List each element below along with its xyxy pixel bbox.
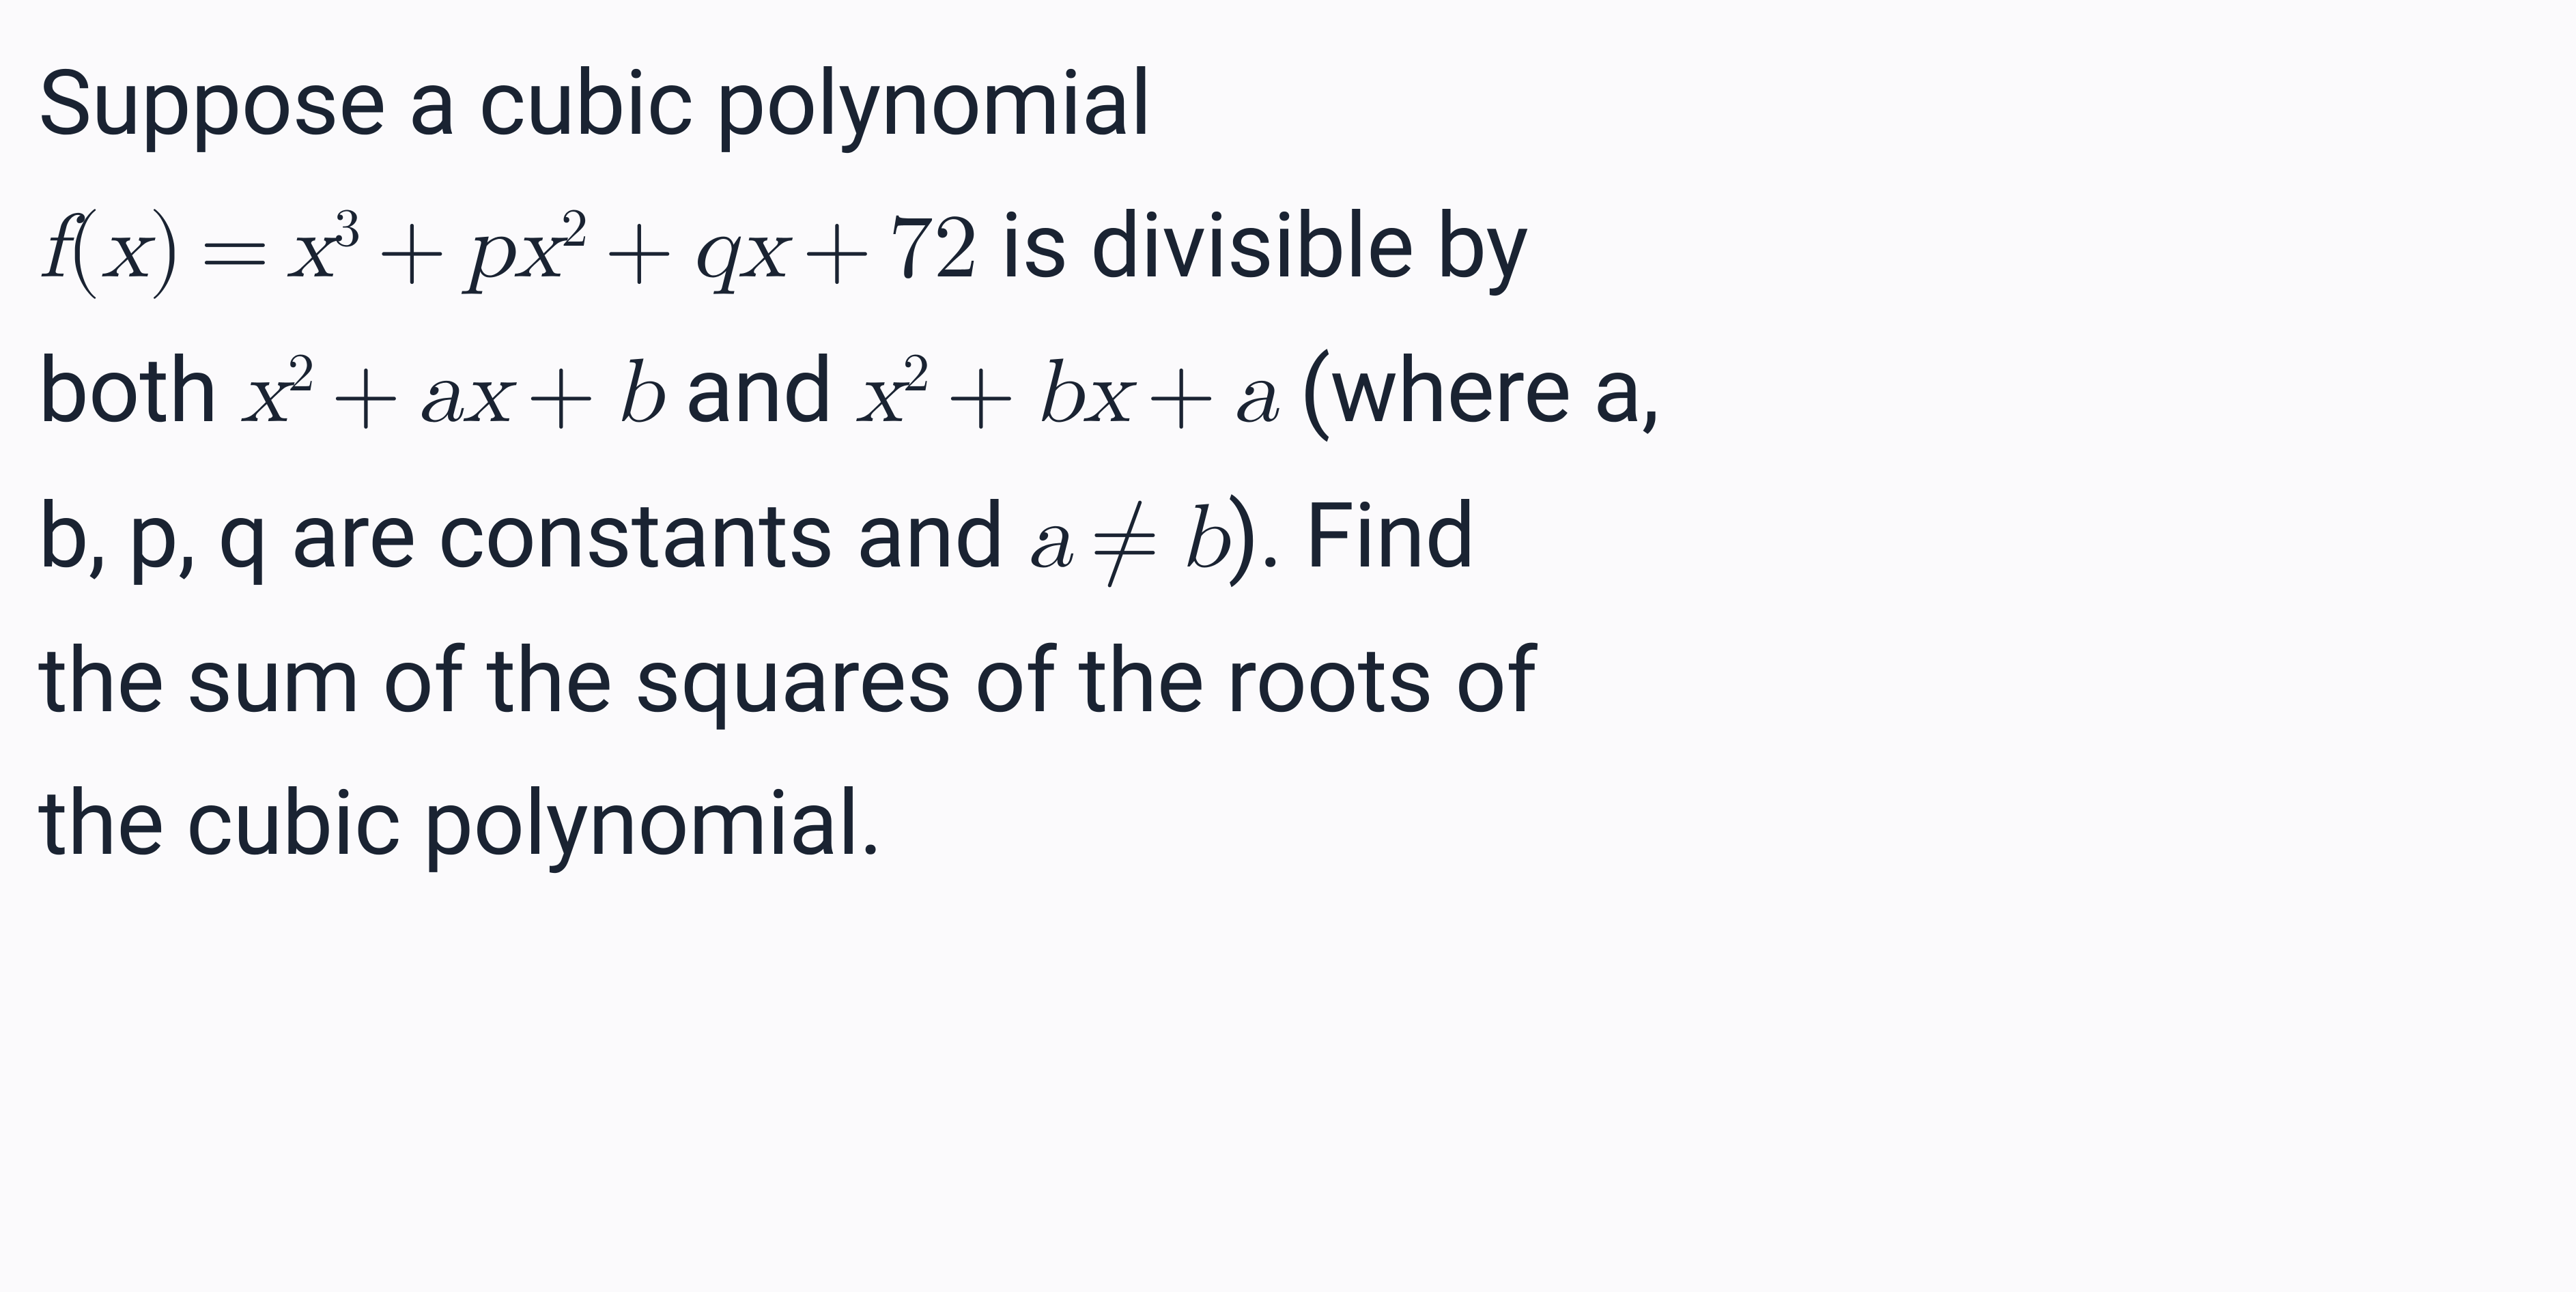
q2-var1: x [855, 349, 903, 439]
term1-exp: 3 [334, 203, 361, 257]
term3-var: x [738, 204, 786, 294]
q1-var1: x [240, 349, 288, 439]
neq-lhs: a [1027, 494, 1072, 584]
intro-text: Suppose a cubic polynomial [38, 51, 1152, 156]
term1-var: x [286, 204, 334, 294]
neq-rhs: b [1178, 494, 1228, 584]
line3-suffix: (where a, [1277, 339, 1659, 444]
term3-coef: q [690, 204, 738, 294]
line4-suffix: ). Find [1228, 484, 1475, 589]
quadratic2: x2+bx+a [855, 349, 1277, 439]
line3-prefix: both [38, 339, 240, 444]
func-name: f [38, 204, 66, 294]
term2-coef: p [464, 204, 513, 294]
term2-var: x [513, 204, 561, 294]
inequality: a≠b [1027, 494, 1228, 584]
q1-const: b [612, 349, 662, 439]
func-var: x [101, 204, 149, 294]
q2-var2: x [1082, 349, 1130, 439]
quadratic1: x2+ax+b [240, 349, 663, 439]
post-equation-text: is divisible by [978, 194, 1528, 299]
term4-const: 72 [888, 204, 978, 294]
line5-text: the sum of the squares of the roots of [38, 629, 1537, 734]
q1-exp1: 2 [287, 347, 315, 401]
q2-exp1: 2 [903, 347, 930, 401]
q1-coef: a [417, 349, 462, 439]
cubic-polynomial-equation: f(x)=x3+px2+qx+72 [38, 204, 978, 294]
q2-coef: b [1032, 349, 1082, 439]
between-text: and [662, 339, 855, 444]
math-problem-text: Suppose a cubic polynomial f(x)=x3+px2+q… [38, 33, 2538, 895]
q2-const: a [1232, 349, 1277, 439]
line6-text: the cubic polynomial. [38, 771, 883, 876]
term2-exp: 2 [561, 203, 589, 257]
q1-var2: x [462, 349, 510, 439]
line4-prefix: b, p, q are constants and [38, 484, 1027, 589]
